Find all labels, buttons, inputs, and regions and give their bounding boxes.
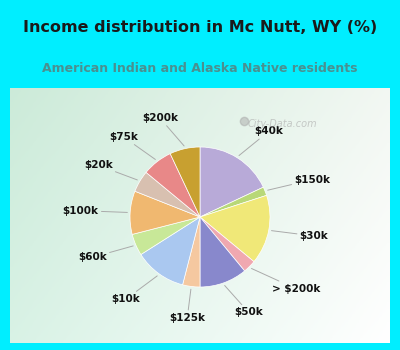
Wedge shape (200, 187, 266, 217)
Wedge shape (130, 191, 200, 235)
Wedge shape (200, 217, 245, 287)
Text: $100k: $100k (63, 206, 127, 216)
Wedge shape (200, 195, 270, 261)
Text: > $200k: > $200k (252, 268, 320, 294)
Text: $30k: $30k (272, 231, 328, 241)
Text: $10k: $10k (112, 276, 157, 304)
Text: American Indian and Alaska Native residents: American Indian and Alaska Native reside… (42, 62, 358, 75)
Wedge shape (200, 217, 254, 271)
Text: $20k: $20k (84, 160, 137, 180)
Text: City-Data.com: City-Data.com (248, 119, 318, 129)
Text: $40k: $40k (239, 126, 283, 155)
Wedge shape (200, 147, 263, 217)
Text: $125k: $125k (169, 289, 205, 323)
Text: Income distribution in Mc Nutt, WY (%): Income distribution in Mc Nutt, WY (%) (23, 21, 377, 35)
Wedge shape (135, 173, 200, 217)
Text: $75k: $75k (109, 132, 155, 160)
Text: $200k: $200k (142, 113, 184, 146)
Wedge shape (141, 217, 200, 285)
Wedge shape (132, 217, 200, 254)
Wedge shape (182, 217, 200, 287)
Text: $50k: $50k (225, 286, 263, 317)
Text: $150k: $150k (268, 175, 330, 190)
Wedge shape (146, 154, 200, 217)
Text: $60k: $60k (78, 246, 133, 262)
Wedge shape (170, 147, 200, 217)
